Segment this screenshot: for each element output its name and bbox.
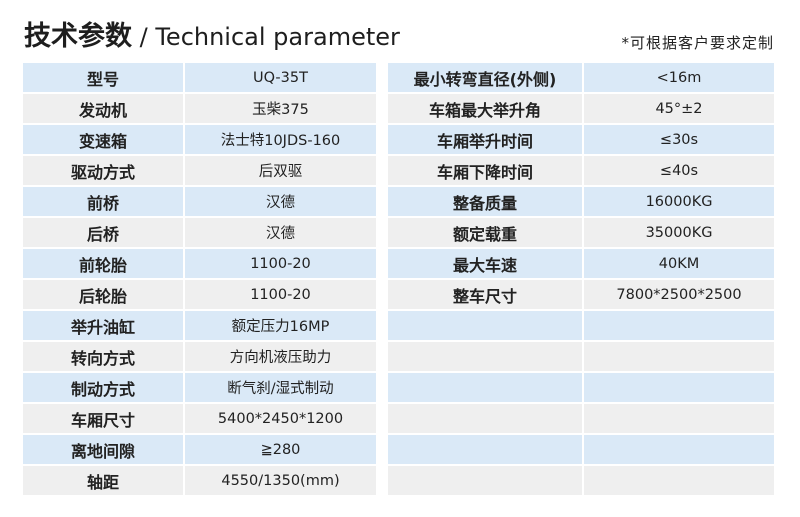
spec-value: ≤40s [584, 156, 774, 185]
spec-value [584, 466, 774, 495]
spec-table-right: 最小转弯直径(外侧) <16m 车箱最大举升角 45°±2 车厢举升时间 ≤30s 车厢下降… [386, 61, 776, 497]
spec-label: 车厢举升时间 [388, 125, 582, 154]
table-row: 制动方式 断气刹/湿式制动 [23, 373, 376, 402]
table-row: 车厢举升时间 ≤30s [388, 125, 774, 154]
spec-value [584, 373, 774, 402]
table-row: 车箱最大举升角 45°±2 [388, 94, 774, 123]
spec-value: 40KM [584, 249, 774, 278]
table-row: 转向方式 方向机液压助力 [23, 342, 376, 371]
spec-value: 16000KG [584, 187, 774, 216]
spec-value: ≤30s [584, 125, 774, 154]
spec-value: 7800*2500*2500 [584, 280, 774, 309]
spec-label: 最大车速 [388, 249, 582, 278]
table-row [388, 311, 774, 340]
spec-value: 汉德 [185, 187, 376, 216]
table-row: 车厢下降时间 ≤40s [388, 156, 774, 185]
spec-label: 驱动方式 [23, 156, 183, 185]
spec-value: 玉柴375 [185, 94, 376, 123]
table-row [388, 342, 774, 371]
spec-value [584, 435, 774, 464]
table-row: 轴距 4550/1350(mm) [23, 466, 376, 495]
spec-value: 后双驱 [185, 156, 376, 185]
spec-value: 方向机液压助力 [185, 342, 376, 371]
spec-label: 制动方式 [23, 373, 183, 402]
spec-value: 断气刹/湿式制动 [185, 373, 376, 402]
spec-label: 后轮胎 [23, 280, 183, 309]
table-row: 最小转弯直径(外侧) <16m [388, 63, 774, 92]
spec-label [388, 404, 582, 433]
spec-value [584, 342, 774, 371]
table-row [388, 466, 774, 495]
table-row: 车厢尺寸 5400*2450*1200 [23, 404, 376, 433]
table-row: 额定载重 35000KG [388, 218, 774, 247]
title-en: Technical parameter [155, 23, 400, 51]
spec-label: 整备质量 [388, 187, 582, 216]
table-row: 离地间隙 ≧280 [23, 435, 376, 464]
spec-label [388, 435, 582, 464]
spec-value: UQ-35T [185, 63, 376, 92]
spec-label: 发动机 [23, 94, 183, 123]
spec-value: 4550/1350(mm) [185, 466, 376, 495]
table-row: 前轮胎 1100-20 [23, 249, 376, 278]
table-row: 型号 UQ-35T [23, 63, 376, 92]
spec-label: 变速箱 [23, 125, 183, 154]
spec-label: 举升油缸 [23, 311, 183, 340]
spec-label [388, 311, 582, 340]
spec-value: 45°±2 [584, 94, 774, 123]
spec-value: <16m [584, 63, 774, 92]
spec-label: 整车尺寸 [388, 280, 582, 309]
spec-table-left: 型号 UQ-35T 发动机 玉柴375 变速箱 法士特10JDS-160 驱动方式 后双驱 前桥… [21, 61, 378, 497]
spec-label: 转向方式 [23, 342, 183, 371]
table-row: 后轮胎 1100-20 [23, 280, 376, 309]
spec-label: 轴距 [23, 466, 183, 495]
spec-label: 最小转弯直径(外侧) [388, 63, 582, 92]
spec-label: 车箱最大举升角 [388, 94, 582, 123]
spec-label [388, 466, 582, 495]
spec-label: 后桥 [23, 218, 183, 247]
title-cn: 技术参数 [24, 21, 132, 52]
table-row: 发动机 玉柴375 [23, 94, 376, 123]
spec-value: 5400*2450*1200 [185, 404, 376, 433]
spec-value: 额定压力16MP [185, 311, 376, 340]
title-separator: / [132, 23, 156, 51]
table-row: 整备质量 16000KG [388, 187, 774, 216]
spec-value: 35000KG [584, 218, 774, 247]
table-row: 后桥 汉德 [23, 218, 376, 247]
spec-label: 车厢下降时间 [388, 156, 582, 185]
spec-value: 1100-20 [185, 280, 376, 309]
spec-value: 1100-20 [185, 249, 376, 278]
spec-label: 车厢尺寸 [23, 404, 183, 433]
table-row [388, 404, 774, 433]
spec-value: ≧280 [185, 435, 376, 464]
spec-label [388, 373, 582, 402]
table-row: 驱动方式 后双驱 [23, 156, 376, 185]
spec-label: 离地间隙 [23, 435, 183, 464]
spec-value [584, 311, 774, 340]
spec-value: 汉德 [185, 218, 376, 247]
spec-label: 前轮胎 [23, 249, 183, 278]
table-row: 举升油缸 额定压力16MP [23, 311, 376, 340]
table-row: 变速箱 法士特10JDS-160 [23, 125, 376, 154]
table-row [388, 435, 774, 464]
table-row: 整车尺寸 7800*2500*2500 [388, 280, 774, 309]
customization-note: *可根据客户要求定制 [621, 34, 774, 52]
table-row: 前桥 汉德 [23, 187, 376, 216]
spec-label: 额定载重 [388, 218, 582, 247]
spec-value [584, 404, 774, 433]
table-row: 最大车速 40KM [388, 249, 774, 278]
spec-label [388, 342, 582, 371]
spec-value: 法士特10JDS-160 [185, 125, 376, 154]
table-row [388, 373, 774, 402]
spec-label: 型号 [23, 63, 183, 92]
page-title: 技术参数 / Technical parameter [24, 14, 400, 53]
spec-label: 前桥 [23, 187, 183, 216]
